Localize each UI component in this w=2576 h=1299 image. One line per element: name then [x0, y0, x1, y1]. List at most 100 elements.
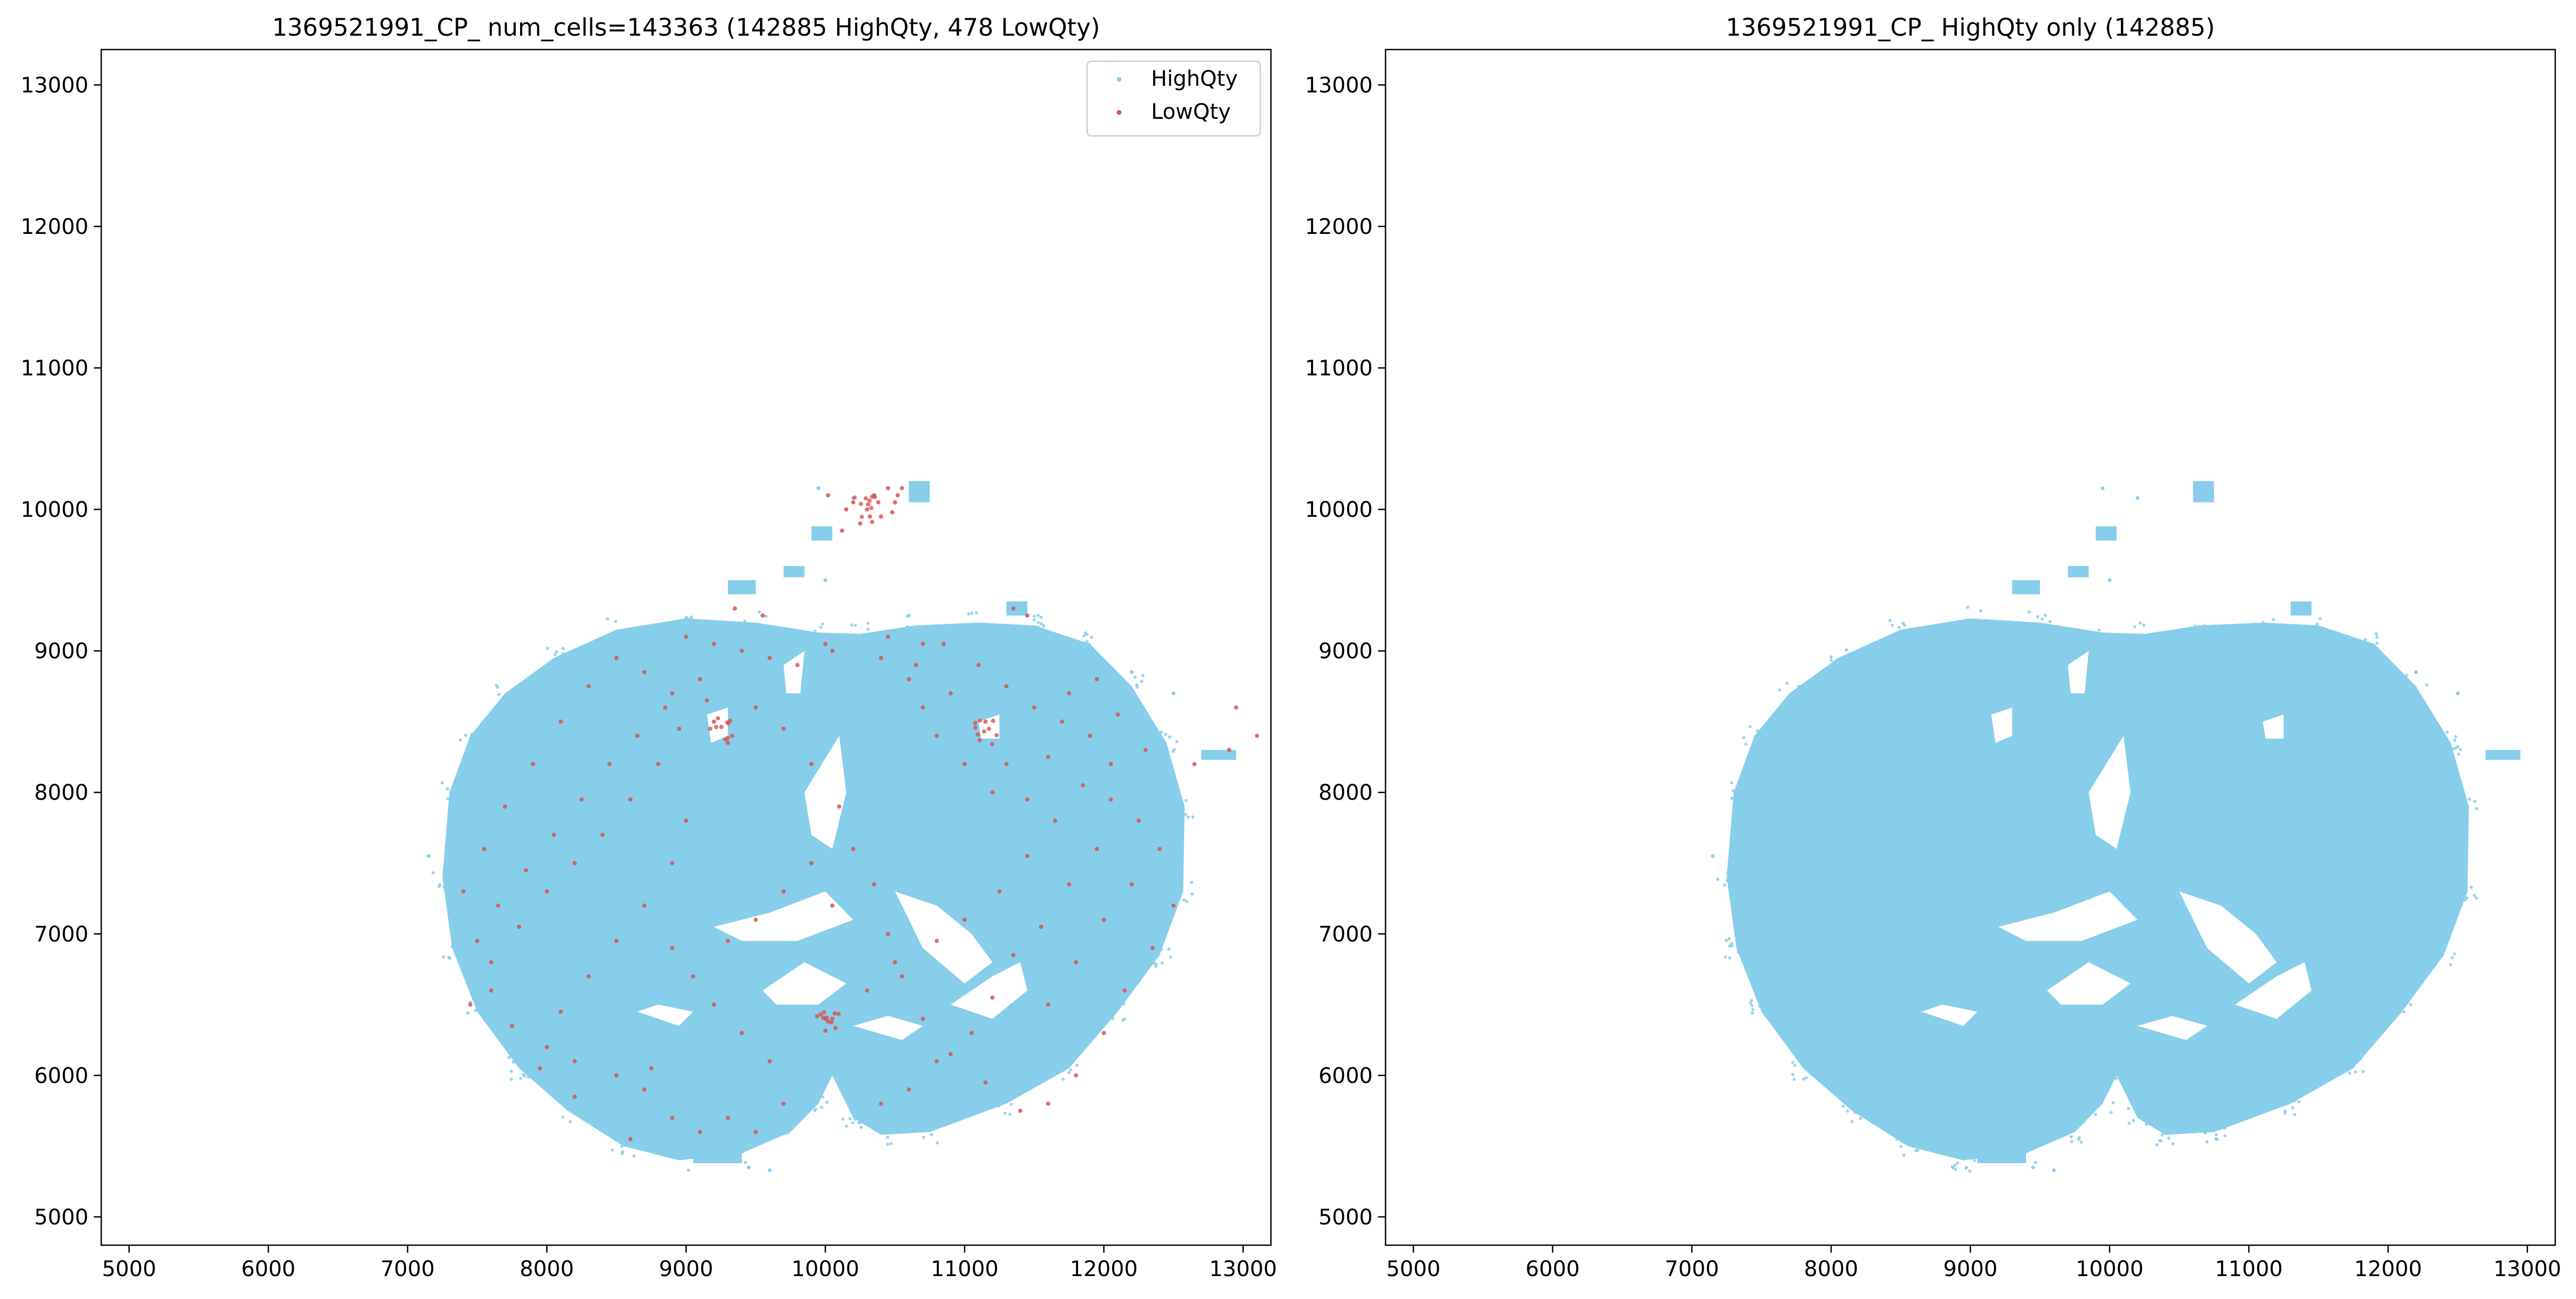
- highqty-point: [684, 1149, 687, 1152]
- highqty-point: [823, 1078, 826, 1082]
- highqty-point: [1160, 730, 1163, 734]
- lowqty-point: [572, 1059, 577, 1063]
- highqty-point: [1855, 1107, 1859, 1110]
- highqty-point: [448, 865, 452, 868]
- lowqty-point: [795, 663, 800, 668]
- highqty-point: [975, 630, 978, 634]
- lowqty-point: [1234, 705, 1238, 710]
- highqty-point: [1723, 955, 1727, 959]
- highqty-point: [1123, 694, 1127, 698]
- highqty-point: [1040, 622, 1043, 626]
- lowqty-point: [886, 486, 890, 491]
- highqty-point: [811, 634, 814, 637]
- lowqty-point: [586, 974, 591, 979]
- highqty-point: [2101, 486, 2105, 490]
- lowqty-point: [468, 1002, 473, 1007]
- lowqty-point: [642, 1087, 647, 1092]
- highqty-point: [685, 625, 688, 629]
- lowqty-point: [1088, 734, 1092, 738]
- lowqty-point: [872, 882, 877, 887]
- highqty-point: [2283, 1111, 2287, 1115]
- highqty-point: [2208, 1128, 2212, 1132]
- highqty-point: [765, 629, 768, 632]
- lowqty-point: [725, 939, 730, 943]
- highqty-point: [442, 885, 446, 889]
- lowqty-point: [1018, 1108, 1023, 1113]
- lowqty-point: [826, 1019, 830, 1024]
- highqty-point: [2215, 1133, 2218, 1136]
- highqty-island: [909, 481, 930, 502]
- highqty-point: [2468, 798, 2471, 801]
- highqty-point: [1800, 1060, 1803, 1063]
- highqty-point: [470, 733, 474, 736]
- highqty-point: [2125, 1071, 2128, 1075]
- highqty-point: [2405, 673, 2409, 677]
- lowqty-point: [711, 719, 716, 724]
- highqty-point: [620, 1136, 623, 1140]
- highqty-point: [740, 1145, 743, 1149]
- highqty-point: [2465, 882, 2468, 886]
- highqty-point: [620, 1151, 624, 1155]
- lowqty-point: [1115, 712, 1120, 717]
- lowqty-point: [684, 818, 688, 823]
- highqty-point: [1785, 681, 1789, 685]
- highqty-point: [2093, 1093, 2097, 1097]
- highqty-island: [2068, 566, 2089, 578]
- highqty-point: [1157, 746, 1161, 750]
- highqty-point: [2069, 1135, 2073, 1139]
- lowqty-point: [879, 1101, 884, 1106]
- lowqty-point: [832, 1011, 837, 1016]
- highqty-point: [819, 626, 823, 629]
- x-tick-label: 9000: [659, 1257, 714, 1281]
- lowqty-point: [503, 804, 507, 809]
- highqty-point: [820, 1106, 823, 1109]
- highqty-point: [1062, 1077, 1065, 1081]
- highqty-point: [1748, 725, 1752, 728]
- highqty-point: [2457, 752, 2460, 756]
- highqty-point: [815, 639, 819, 643]
- highqty-point: [1156, 741, 1160, 745]
- highqty-point: [1909, 635, 1913, 638]
- highqty-point: [820, 1065, 823, 1069]
- y-tick-label: 11000: [21, 356, 88, 381]
- highqty-point: [1850, 1119, 1854, 1123]
- lowqty-point: [781, 889, 786, 894]
- highqty-point: [836, 1069, 839, 1073]
- highqty-point: [1855, 1099, 1859, 1102]
- lowqty-point: [628, 797, 633, 802]
- y-tick-label: 9000: [1318, 639, 1373, 664]
- highqty-point: [922, 1135, 926, 1139]
- highqty-point: [2048, 620, 2052, 623]
- highqty-point: [2094, 1113, 2097, 1116]
- highqty-point: [1972, 624, 1975, 628]
- highqty-point: [2078, 1122, 2082, 1125]
- lowqty-point: [840, 528, 845, 533]
- highqty-point: [2454, 735, 2458, 738]
- highqty-point: [2194, 628, 2198, 631]
- highqty-point: [1956, 1161, 1959, 1165]
- highqty-point: [1905, 1133, 1908, 1137]
- highqty-point: [860, 1125, 863, 1129]
- highqty-point: [1730, 944, 1733, 947]
- highqty-point: [497, 693, 500, 696]
- highqty-point: [2219, 1119, 2223, 1123]
- lowqty-point: [725, 741, 730, 745]
- highqty-point: [1140, 679, 1144, 683]
- highqty-point: [925, 631, 929, 635]
- highqty-point: [480, 726, 483, 730]
- highqty-point: [2475, 896, 2478, 900]
- highqty-point: [431, 871, 435, 875]
- lowqty-point: [496, 903, 500, 908]
- highqty-point: [1042, 632, 1046, 636]
- highqty-point: [1177, 809, 1181, 813]
- highqty-point: [2453, 952, 2457, 956]
- highqty-point: [2127, 1122, 2131, 1125]
- lowqty-point: [558, 1009, 563, 1014]
- highqty-point: [1069, 1068, 1072, 1071]
- legend: HighQty LowQty: [1086, 60, 1261, 137]
- highqty-point: [1184, 813, 1187, 816]
- highqty-point: [886, 1135, 889, 1139]
- y-tick-label: 12000: [21, 215, 88, 239]
- highqty-point: [1075, 1063, 1079, 1067]
